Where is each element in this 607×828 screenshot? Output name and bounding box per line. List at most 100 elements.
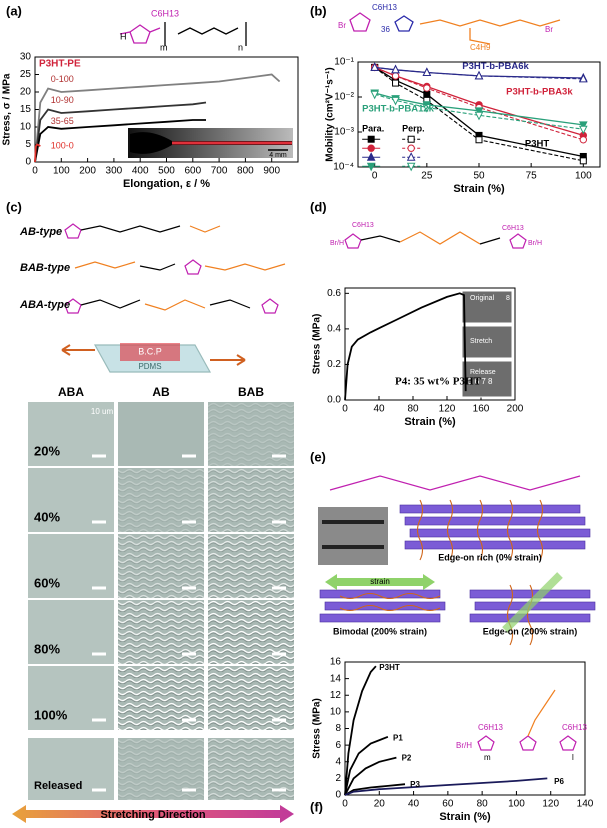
direction-label: Stretching Direction [100, 809, 205, 821]
structure-label: Br/H [528, 240, 542, 247]
x-tick-label: 0 [372, 171, 378, 182]
x-axis-label: Strain (%) [439, 811, 491, 823]
series-label: 0-100 [51, 74, 74, 84]
x-tick-label: 160 [473, 404, 490, 415]
photo-label: Stretch [470, 338, 492, 345]
y-tick-label: 30 [20, 52, 32, 63]
series-line [34, 119, 206, 163]
y-tick-label: 6 [335, 740, 341, 751]
x-tick-label: 500 [158, 166, 175, 177]
marker [391, 64, 400, 74]
annotation: P4: 35 wt% P3HT [395, 376, 482, 388]
structure-f [477, 689, 577, 751]
series-line [344, 665, 377, 796]
x-tick-label: 120 [542, 799, 559, 810]
arrow-label: strain [370, 577, 390, 586]
y-tick-label: 12 [330, 690, 342, 701]
diagram-e [318, 475, 596, 646]
series-label: P2 [402, 754, 412, 763]
series-label: P3HT-b-PBA6k [462, 61, 529, 72]
x-tick-label: 300 [106, 166, 123, 177]
marker [422, 104, 432, 113]
x-axis-label: Strain (%) [404, 416, 456, 428]
x-tick-label: 80 [477, 799, 489, 810]
panel-label: (c) [6, 199, 22, 214]
structure-label: Br/H [330, 240, 344, 247]
x-tick-label: 80 [407, 404, 419, 415]
marker [423, 90, 431, 98]
marker [392, 79, 400, 87]
y-tick-label: 8 [335, 723, 341, 734]
structure-type: AB-type [19, 226, 62, 238]
structure-label: n [238, 42, 243, 52]
series-label: P3HT [379, 663, 400, 672]
x-tick-label: 40 [373, 404, 385, 415]
x-tick-label: 75 [526, 171, 538, 182]
series-label: P3 [410, 780, 420, 789]
panel-label: (a) [6, 3, 22, 18]
marker [579, 121, 588, 130]
panel-label: (b) [310, 3, 327, 18]
marker [474, 70, 484, 80]
scale-bar-label: 10 um [91, 407, 114, 416]
x-tick-label: 50 [473, 171, 485, 182]
legend-marker [407, 144, 415, 152]
panel-label: (d) [310, 199, 327, 214]
marker [422, 67, 432, 77]
legend-header: Para. [362, 124, 384, 134]
x-tick-label: 25 [421, 171, 433, 182]
x-tick-label: 60 [442, 799, 454, 810]
structure-label: Br [338, 21, 346, 30]
series-line [34, 73, 281, 163]
structure-label: C6H13 [562, 723, 587, 732]
y-tick-label: 10 [20, 122, 32, 133]
direction-arrow [12, 805, 294, 823]
y-tick-label: 20 [20, 87, 32, 98]
y-axis-label: Stress (MPa) [312, 698, 323, 759]
inset-label: 4 mm [269, 152, 287, 159]
series-label: 10-90 [51, 95, 74, 105]
y-tick-label: 0.0 [327, 395, 341, 406]
x-axis-label: Elongation, ε / % [123, 178, 210, 190]
y-tick-label: 10⁻¹ [334, 57, 354, 68]
series-line [344, 735, 389, 796]
x-tick-label: 100 [575, 171, 592, 182]
legend-marker [406, 162, 416, 172]
structure-label: C6H13 [478, 723, 503, 732]
device-label: B.C.P [138, 346, 162, 356]
y-axis-label: Stress (MPa) [312, 314, 323, 375]
structure-label: 36 [381, 25, 390, 34]
y-tick-label: 0 [25, 157, 31, 168]
column-header: AB [152, 385, 170, 399]
row-label: 60% [34, 575, 60, 590]
ruler-label: 8 [506, 295, 510, 302]
series-label: P3HT [525, 139, 549, 150]
marker [579, 157, 587, 165]
y-axis-label: Mobility (cm²V⁻¹s⁻¹) [325, 67, 336, 161]
device-label: PDMS [138, 362, 161, 371]
legend-marker [407, 135, 415, 143]
series-label: P1 [393, 734, 403, 743]
x-tick-label: 800 [237, 166, 254, 177]
series-line [344, 783, 406, 796]
x-axis-label: Strain (%) [453, 183, 505, 195]
sample-photo [461, 290, 513, 324]
x-tick-label: 20 [374, 799, 386, 810]
x-tick-label: 120 [439, 404, 456, 415]
structure-c [61, 223, 286, 373]
panel-label: (f) [310, 799, 323, 814]
plot-frame [344, 287, 516, 401]
panel-label: (e) [310, 449, 326, 464]
legend-marker [367, 135, 375, 143]
structure-label: C6H13 [502, 225, 524, 232]
sample-photo [461, 325, 513, 359]
y-tick-label: 0.2 [327, 359, 341, 370]
marker [579, 136, 588, 144]
y-tick-label: 10⁻³ [334, 127, 354, 138]
structure-type: BAB-type [20, 262, 70, 274]
marker [391, 72, 400, 80]
caption: Bimodal (200% strain) [333, 626, 427, 636]
structure-a [119, 22, 247, 46]
caption: Edge-on (200% strain) [483, 626, 578, 636]
caption: Edge-on rich (0% strain) [438, 552, 542, 562]
